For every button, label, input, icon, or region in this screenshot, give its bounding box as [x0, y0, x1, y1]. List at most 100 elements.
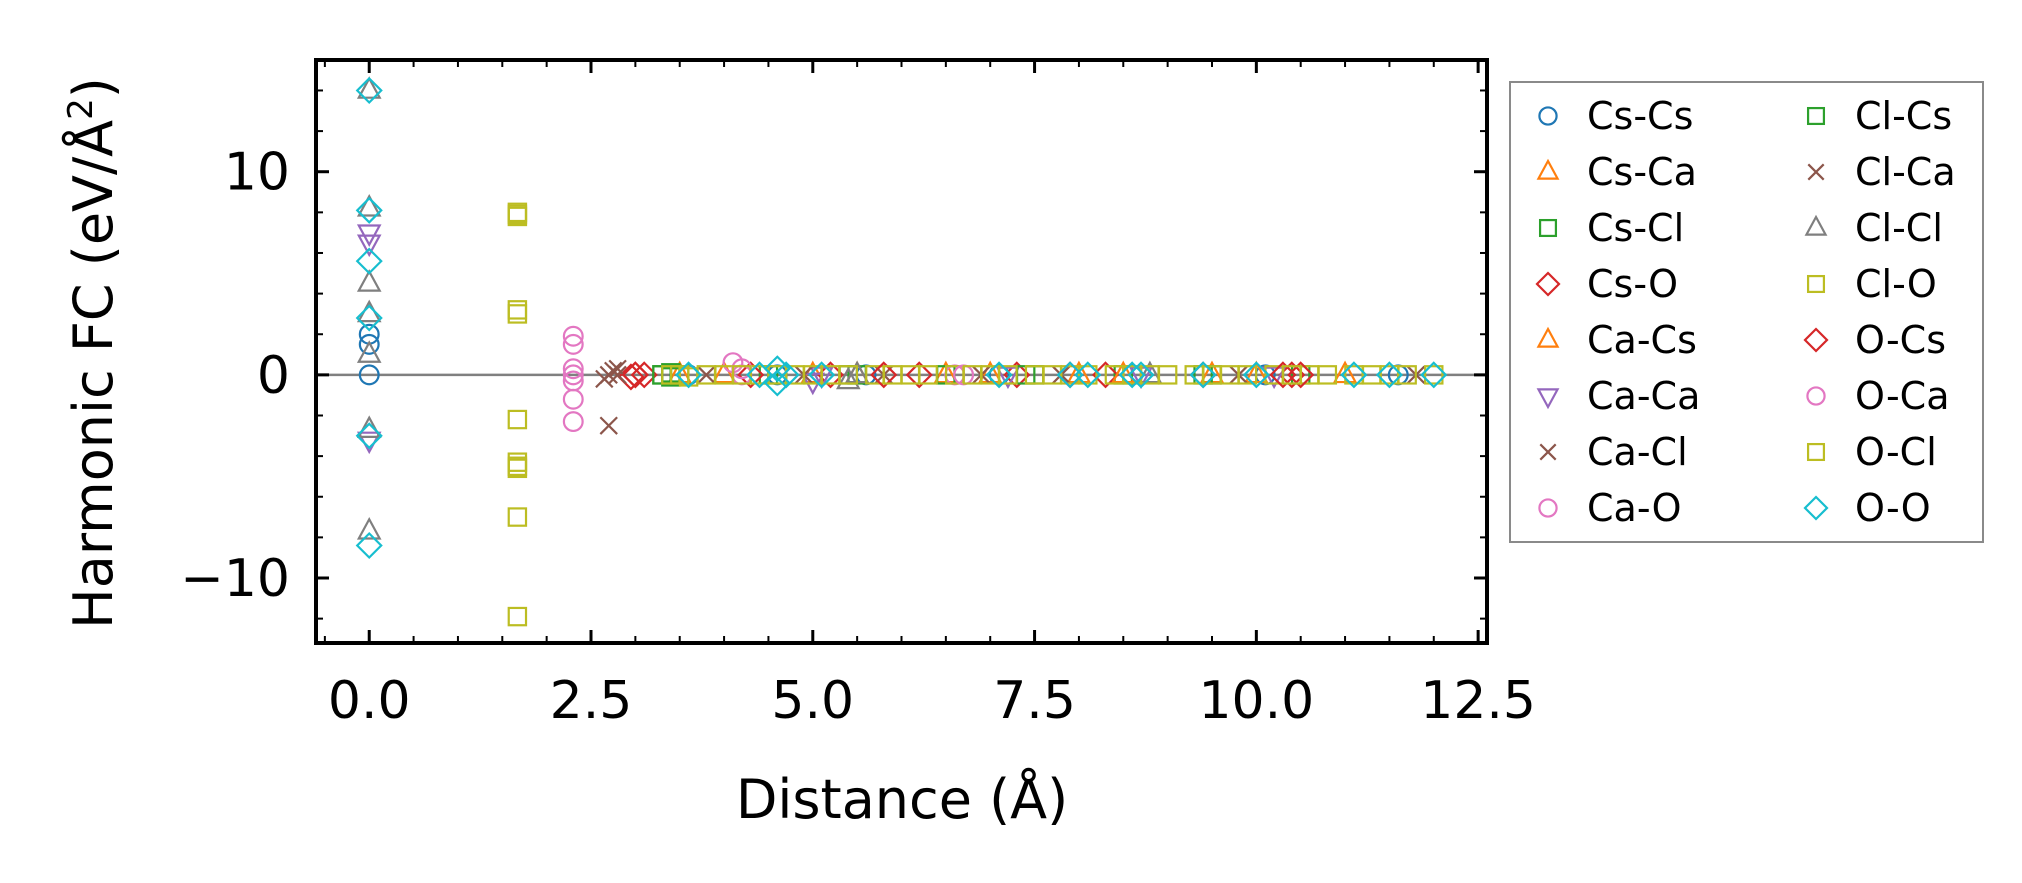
data-point — [1287, 361, 1315, 389]
legend-marker — [1536, 158, 1560, 180]
legend-label: Cs-Cs — [1587, 94, 1693, 138]
data-markers — [355, 76, 1448, 627]
data-point — [507, 304, 528, 324]
legend-item: O-Ca — [1806, 374, 1950, 418]
data-point — [882, 365, 903, 385]
data-point — [1420, 361, 1448, 389]
data-point — [918, 365, 938, 385]
data-point — [1269, 361, 1297, 389]
data-point — [1003, 361, 1031, 389]
legend-entries: Cs-Cs Cs-Ca Cs-Cl Cs-O Ca-Cs Ca-Ca Ca-Cl Ca-O Cl… — [1535, 94, 1956, 530]
data-point — [1137, 360, 1163, 384]
x-tick-label: 7.5 — [993, 671, 1076, 731]
data-point — [732, 365, 752, 385]
legend-item: Cs-Cl — [1538, 206, 1684, 250]
legend-item: Cl-Ca — [1807, 150, 1956, 194]
data-point — [838, 365, 859, 385]
data-point — [356, 193, 382, 217]
legend-marker — [1539, 443, 1557, 461]
data-point — [599, 416, 618, 435]
data-point — [507, 606, 528, 627]
data-point — [763, 369, 791, 397]
data-point — [355, 247, 383, 275]
data-point — [1091, 361, 1120, 389]
legend-marker — [1538, 106, 1558, 126]
data-point — [772, 361, 800, 389]
data-point — [562, 333, 584, 355]
legend-marker — [1538, 498, 1558, 518]
series-cl-cl — [356, 76, 1163, 540]
legend-item: Cs-Cs — [1538, 94, 1693, 138]
data-point — [870, 361, 898, 389]
data-point — [562, 388, 584, 410]
y-axis-label: Harmonic FC (eV/Å2) — [61, 77, 125, 629]
data-point — [998, 365, 1018, 385]
legend-marker — [1535, 271, 1561, 297]
data-point — [356, 340, 382, 363]
y-axis-label-close: ) — [62, 77, 125, 98]
legend-label: Ca-Cs — [1587, 318, 1697, 362]
data-point — [808, 361, 836, 389]
data-point — [1157, 365, 1178, 385]
data-point — [356, 516, 382, 540]
y-axis-label-superscript: 2 — [61, 98, 101, 120]
data-point — [995, 366, 1021, 390]
data-point — [507, 409, 528, 430]
legend-label: Cl-Ca — [1855, 150, 1956, 194]
legend-label: Cs-Ca — [1587, 150, 1697, 194]
data-point — [1042, 365, 1063, 385]
data-point — [1237, 365, 1258, 385]
data-point — [1127, 361, 1155, 389]
data-point — [562, 325, 584, 347]
data-point — [608, 365, 627, 385]
x-tick-label: 10.0 — [1198, 671, 1314, 731]
data-point — [1118, 361, 1146, 389]
legend-item: Ca-Ca — [1536, 374, 1700, 418]
data-point — [356, 234, 382, 258]
data-point — [562, 364, 584, 386]
data-point — [595, 369, 614, 389]
data-point — [1189, 361, 1217, 389]
data-point — [985, 361, 1013, 389]
data-point — [803, 365, 823, 385]
data-point — [1397, 365, 1417, 385]
axis-ticks — [316, 60, 1487, 643]
legend-item: Ca-Cs — [1536, 318, 1697, 362]
legend-label: Ca-Cl — [1587, 430, 1688, 474]
data-point — [1361, 365, 1382, 385]
data-point — [696, 365, 717, 385]
data-point — [1340, 361, 1368, 389]
x-tick-label: 0.0 — [328, 671, 411, 731]
legend-label: Cl-O — [1855, 262, 1937, 306]
axes-frame — [314, 58, 1489, 645]
legend-item: Cl-O — [1806, 262, 1937, 306]
legend-marker — [1806, 106, 1826, 126]
data-point — [1074, 361, 1102, 389]
data-point — [767, 365, 788, 385]
legend-item: Ca-O — [1538, 486, 1682, 530]
legend-marker — [1806, 274, 1826, 294]
data-point — [355, 76, 383, 105]
data-point — [355, 531, 383, 560]
data-point — [1261, 366, 1287, 390]
x-tick-label: 5.0 — [771, 671, 854, 731]
plot-area: 0.0 2.5 5.0 7.5 10.0 12.5 −10 0 10 — [180, 58, 1536, 731]
legend-marker — [1536, 326, 1560, 348]
legend-marker — [1806, 442, 1826, 462]
axis-tick-labels: 0.0 2.5 5.0 7.5 10.0 12.5 −10 0 10 — [180, 143, 1536, 731]
data-point — [1375, 361, 1403, 389]
data-point — [1282, 365, 1302, 385]
legend-label: Cs-Cl — [1587, 206, 1684, 250]
legend-item: Cs-Ca — [1536, 150, 1697, 194]
legend-marker — [1807, 163, 1825, 181]
data-point — [507, 456, 528, 477]
data-point — [355, 422, 383, 450]
series-cl-o — [507, 202, 1444, 627]
data-point — [675, 361, 703, 389]
legend-item: Ca-Cl — [1539, 430, 1688, 474]
legend-label: Cl-Cl — [1855, 206, 1943, 250]
data-point — [507, 507, 528, 527]
legend-item: O-O — [1803, 486, 1931, 530]
data-point — [621, 361, 649, 389]
data-point — [355, 196, 383, 224]
